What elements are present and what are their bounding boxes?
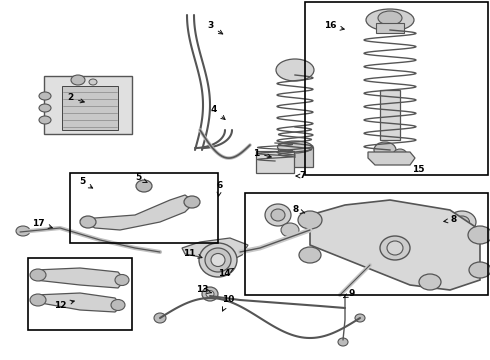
- Text: 5: 5: [79, 177, 93, 188]
- Ellipse shape: [338, 338, 348, 346]
- FancyBboxPatch shape: [277, 147, 313, 167]
- Ellipse shape: [265, 204, 291, 226]
- Polygon shape: [368, 152, 415, 165]
- Polygon shape: [310, 200, 480, 290]
- Ellipse shape: [271, 209, 285, 221]
- Ellipse shape: [39, 116, 51, 124]
- Ellipse shape: [299, 247, 321, 263]
- Ellipse shape: [154, 313, 166, 323]
- Text: 6: 6: [217, 180, 223, 196]
- Polygon shape: [80, 195, 195, 230]
- Ellipse shape: [387, 241, 403, 255]
- Ellipse shape: [281, 223, 299, 237]
- Text: 2: 2: [67, 94, 84, 103]
- FancyBboxPatch shape: [62, 86, 118, 130]
- Ellipse shape: [202, 287, 218, 301]
- Ellipse shape: [455, 216, 469, 228]
- Text: 1: 1: [253, 148, 271, 158]
- Text: 12: 12: [54, 300, 74, 310]
- Ellipse shape: [184, 196, 200, 208]
- Ellipse shape: [39, 104, 51, 112]
- Ellipse shape: [448, 211, 476, 233]
- Text: 5: 5: [135, 174, 147, 183]
- Text: 15: 15: [412, 166, 424, 175]
- Ellipse shape: [30, 269, 46, 281]
- Ellipse shape: [355, 314, 365, 322]
- Text: 8: 8: [444, 216, 457, 225]
- Ellipse shape: [468, 226, 490, 244]
- Polygon shape: [35, 293, 122, 312]
- Bar: [305, 2, 488, 175]
- Ellipse shape: [374, 142, 396, 158]
- Ellipse shape: [136, 180, 152, 192]
- Ellipse shape: [469, 262, 490, 278]
- Ellipse shape: [298, 211, 322, 229]
- Text: 4: 4: [211, 105, 225, 120]
- Ellipse shape: [115, 274, 129, 285]
- Polygon shape: [35, 268, 125, 288]
- Text: 3: 3: [207, 22, 223, 34]
- Bar: [70, 173, 218, 243]
- FancyBboxPatch shape: [44, 76, 132, 134]
- Ellipse shape: [393, 149, 407, 161]
- Ellipse shape: [277, 141, 313, 153]
- FancyBboxPatch shape: [256, 151, 294, 173]
- Text: 14: 14: [218, 269, 233, 279]
- Text: 10: 10: [222, 296, 234, 311]
- Text: 9: 9: [343, 288, 355, 298]
- Ellipse shape: [206, 291, 214, 297]
- Ellipse shape: [419, 274, 441, 290]
- Ellipse shape: [39, 92, 51, 100]
- Ellipse shape: [89, 79, 97, 85]
- Polygon shape: [182, 238, 248, 262]
- Ellipse shape: [205, 248, 231, 272]
- Ellipse shape: [199, 243, 237, 277]
- Ellipse shape: [211, 253, 225, 266]
- Ellipse shape: [378, 11, 402, 25]
- Ellipse shape: [80, 216, 96, 228]
- Text: 11: 11: [183, 248, 202, 258]
- Bar: [28, 258, 132, 330]
- Ellipse shape: [380, 236, 410, 260]
- Bar: [245, 193, 488, 295]
- Ellipse shape: [111, 300, 125, 310]
- Ellipse shape: [30, 294, 46, 306]
- Text: 8: 8: [293, 206, 305, 215]
- Ellipse shape: [71, 75, 85, 85]
- Text: 13: 13: [196, 285, 211, 294]
- Text: 16: 16: [324, 22, 344, 31]
- FancyBboxPatch shape: [380, 90, 400, 140]
- FancyBboxPatch shape: [376, 23, 404, 33]
- Text: 17: 17: [32, 219, 52, 228]
- Text: 7: 7: [296, 171, 306, 180]
- Ellipse shape: [276, 59, 314, 81]
- Ellipse shape: [16, 226, 30, 236]
- Ellipse shape: [366, 9, 414, 31]
